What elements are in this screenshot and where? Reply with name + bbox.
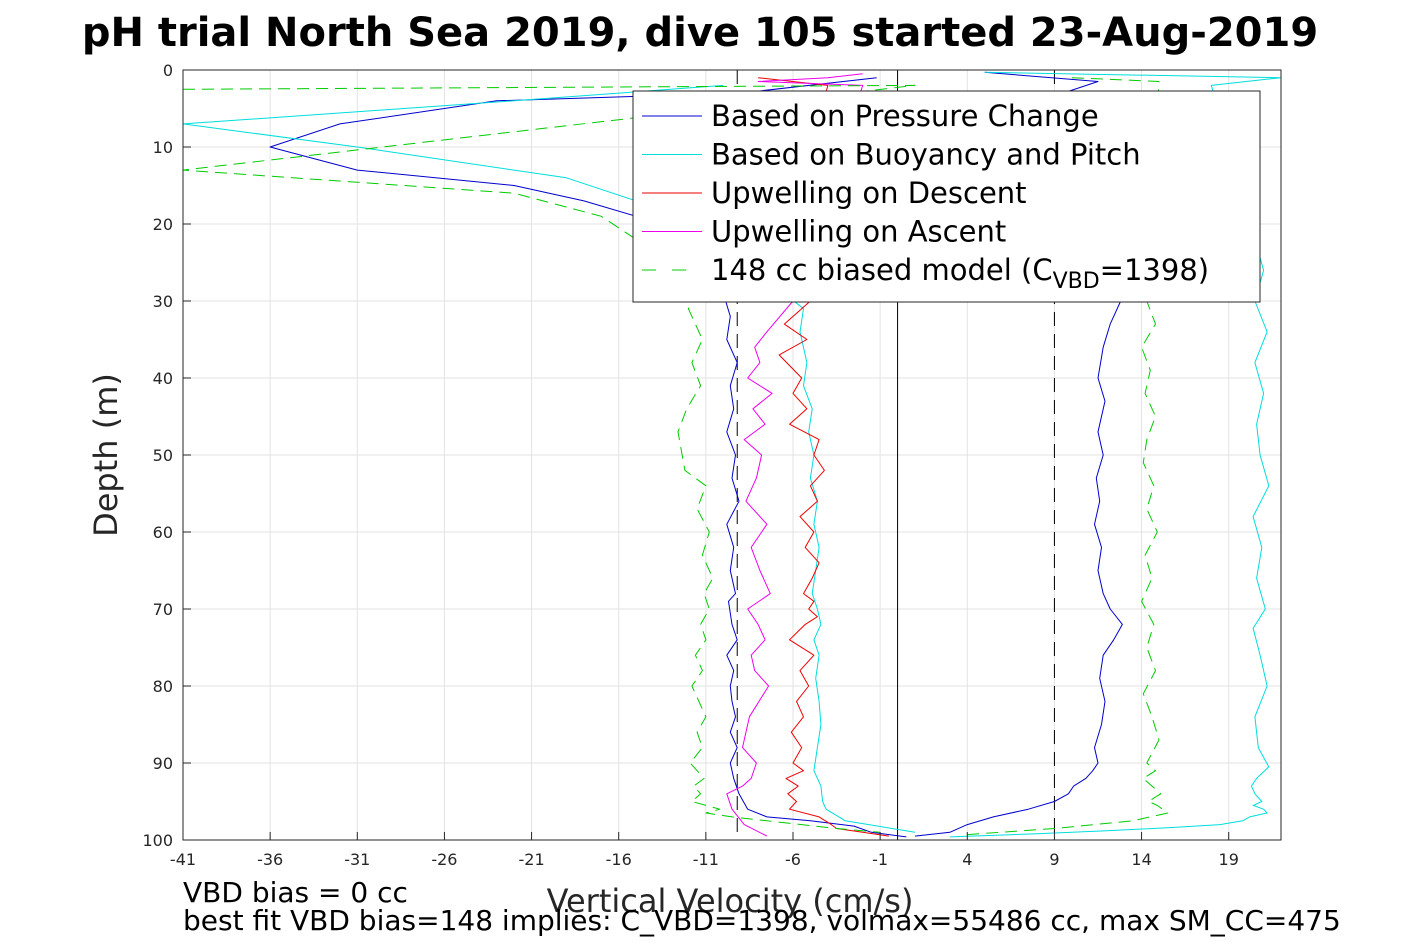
series-line-1-ascent: [914, 71, 1123, 837]
legend-label: Upwelling on Descent: [711, 176, 1027, 210]
y-tick-label: 80: [153, 677, 173, 696]
x-tick-label: 9: [1049, 850, 1059, 869]
series-line-3-descent: [758, 77, 889, 837]
series-lines: [183, 71, 1281, 838]
y-tick-label: 10: [153, 138, 173, 157]
x-tick-label: -1: [872, 850, 888, 869]
y-tick-label: 50: [153, 446, 173, 465]
x-tick-label: -31: [344, 850, 370, 869]
x-axis-label: Vertical Velocity (cm/s): [547, 882, 914, 920]
y-tick-label: 100: [142, 831, 173, 850]
series-line-1-descent: [269, 77, 907, 838]
x-tick-label: 14: [1131, 850, 1151, 869]
y-tick-labels: 0 10 20 30 40 50 60 70 80 90 100: [142, 61, 191, 850]
y-tick-label: 20: [153, 215, 173, 234]
vbd-bias-annotation: VBD bias = 0 cc: [183, 876, 408, 909]
chart-title: pH trial North Sea 2019, dive 105 starte…: [82, 10, 1318, 56]
legend-label: Upwelling on Ascent: [711, 215, 1006, 249]
series-line-2-ascent: [949, 71, 1281, 838]
x-tick-label: -16: [606, 850, 632, 869]
series-line-4-ascent: [726, 73, 864, 837]
y-tick-label: 70: [153, 600, 173, 619]
y-tick-label: 0: [163, 61, 173, 80]
x-tick-label: 19: [1219, 850, 1239, 869]
best-fit-annotation: best fit VBD bias=148 implies: C_VBD=139…: [183, 904, 1341, 937]
y-axis-label: Depth (m): [87, 373, 125, 537]
series-line-5-ascent: [967, 77, 1169, 836]
x-tick-label: -41: [170, 850, 196, 869]
legend-label: Based on Buoyancy and Pitch: [711, 138, 1141, 172]
y-tick-label: 60: [153, 523, 173, 542]
legend-label: 148 cc biased model (CVBD=1398): [711, 253, 1209, 294]
legend-box: [632, 90, 1261, 303]
series-line-5-descent: [183, 84, 916, 833]
x-tick-label: 4: [962, 850, 972, 869]
y-tick-label: 30: [153, 292, 173, 311]
x-tick-labels: -41 -36 -31 -26 -21 -16 -11 -6 -1 4 9 14 19: [170, 832, 1239, 869]
x-tick-label: -11: [693, 850, 719, 869]
x-tick-label: -26: [431, 850, 457, 869]
x-tick-label: -21: [519, 850, 545, 869]
y-tick-label: 90: [153, 754, 173, 773]
x-tick-label: -36: [257, 850, 283, 869]
legend-label: Based on Pressure Change: [711, 99, 1099, 133]
y-tick-label: 40: [153, 369, 173, 388]
legend: Based on Pressure Change Based on Buoyanc…: [632, 90, 1261, 303]
x-tick-label: -6: [785, 850, 801, 869]
